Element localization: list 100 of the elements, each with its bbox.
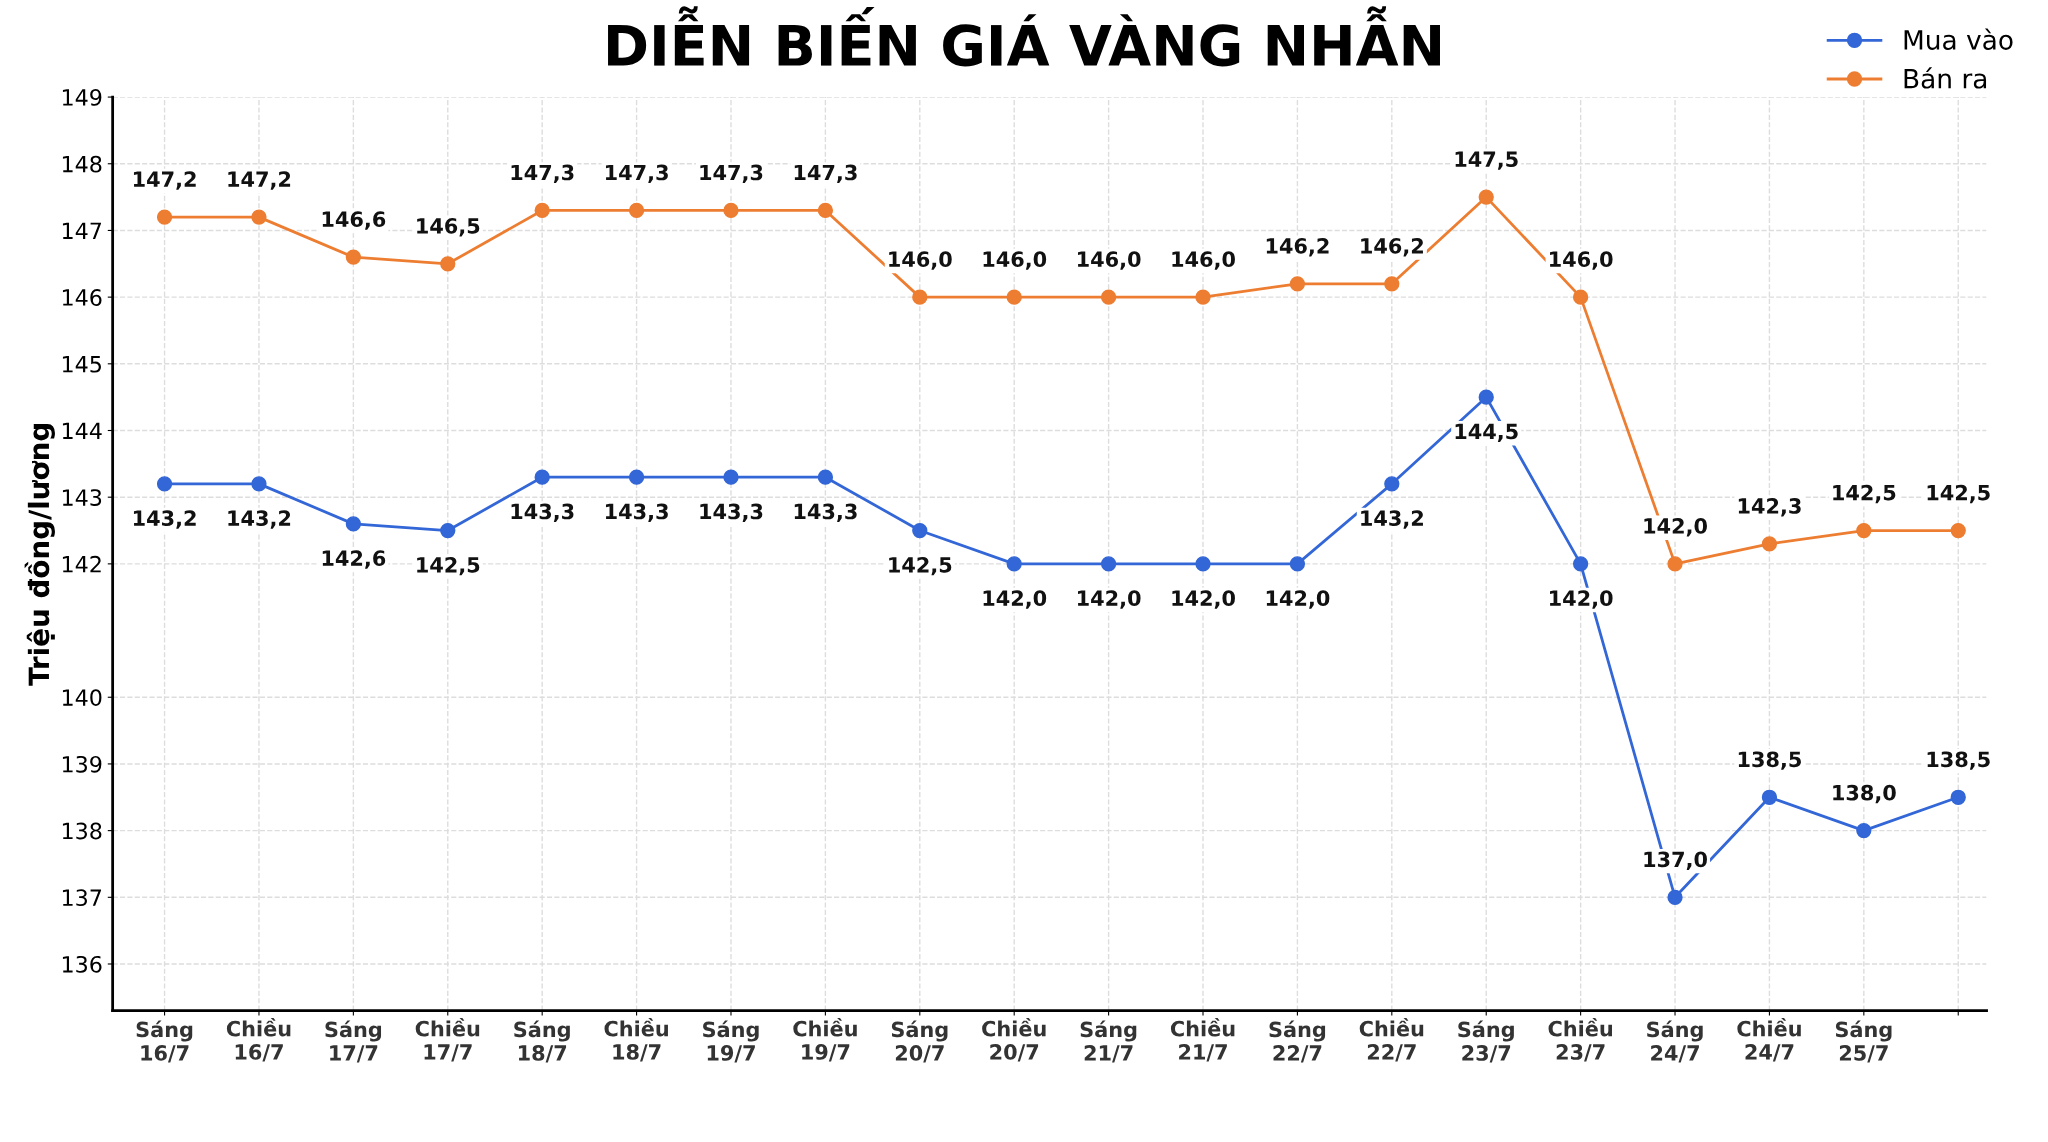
data-label: 146,0: [1172, 251, 1235, 270]
point: [1289, 556, 1306, 572]
x-tick-label: Chiều 16/7: [226, 1017, 291, 1062]
data-label: 143,2: [1361, 510, 1423, 529]
y-tick-label: 140: [62, 689, 102, 706]
point: [1572, 289, 1589, 305]
point: [1006, 556, 1022, 572]
data-label: 142,0: [1172, 590, 1235, 609]
data-label: 147,2: [228, 171, 291, 190]
data-label: 147,5: [1455, 151, 1518, 170]
data-label: 138,5: [1927, 751, 1990, 770]
data-label: 143,2: [133, 510, 196, 529]
point: [723, 469, 739, 485]
y-tick-label: 149: [62, 89, 102, 106]
x-tick-label: Chiều 17/7: [415, 1017, 480, 1062]
x-tick-label: Sáng 22/7: [1269, 1020, 1326, 1063]
data-label: 138,0: [1833, 784, 1896, 804]
data-label: 147,3: [511, 164, 574, 184]
point: [156, 209, 173, 225]
data-label: 142,0: [1644, 518, 1707, 537]
point: [1856, 822, 1872, 839]
point: [251, 476, 267, 492]
data-label: 142,3: [1738, 498, 1801, 517]
data-label: 146,5: [417, 217, 480, 237]
y-tick-label: 148: [62, 155, 102, 173]
x-tick-label: Chiều 21/7: [1170, 1017, 1235, 1062]
x-tick-label: Chiều 19/7: [793, 1017, 857, 1062]
data-label: 147,3: [700, 164, 763, 184]
y-axis-title: Triệu đồng/lương: [24, 424, 55, 686]
data-label: 142,5: [889, 556, 952, 576]
data-label: 143,3: [794, 503, 857, 522]
point: [912, 289, 928, 305]
data-label: 146,6: [322, 211, 386, 230]
point: [440, 256, 456, 272]
data-label: 147,3: [794, 164, 857, 184]
point: [817, 202, 834, 219]
x-tick-label: Sáng 25/7: [1835, 1020, 1892, 1063]
x-tick-label: Sáng 18/7: [514, 1020, 570, 1063]
data-label: 142,6: [322, 550, 386, 569]
point: [1761, 789, 1778, 805]
y-tick-label: 139: [62, 755, 102, 773]
point: [1761, 536, 1778, 552]
point: [1478, 389, 1494, 405]
x-tick-label: Chiều 22/7: [1359, 1017, 1424, 1062]
data-label: 142,5: [1927, 484, 1990, 504]
x-tick-label: Sáng 16/7: [136, 1020, 193, 1063]
point: [440, 522, 456, 539]
y-tick-label: 146: [62, 289, 102, 306]
point: [1950, 522, 1966, 539]
data-label: 147,2: [133, 171, 196, 190]
y-tick-label: 136: [62, 955, 102, 973]
x-tick-label: Chiều 23/7: [1548, 1017, 1612, 1062]
point: [1667, 889, 1683, 905]
x-tick-label: Chiều 18/7: [604, 1017, 668, 1062]
point: [1195, 289, 1211, 305]
x-tick-label: Chiều 20/7: [982, 1017, 1046, 1062]
data-label: 143,3: [605, 503, 668, 522]
point: [628, 202, 645, 219]
point: [1478, 189, 1494, 205]
x-tick-label: Sáng 20/7: [891, 1020, 948, 1063]
x-tick-label: Sáng 17/7: [325, 1020, 382, 1063]
point: [1006, 289, 1022, 305]
data-label: 142,5: [1833, 484, 1896, 504]
x-tick-label: Chiều 24/7: [1737, 1017, 1801, 1062]
data-label: 144,5: [1455, 423, 1518, 442]
point: [723, 202, 739, 219]
x-tick-label: Sáng 24/7: [1647, 1020, 1703, 1063]
data-label: 142,0: [1078, 590, 1141, 609]
data-label: 146,2: [1266, 237, 1329, 257]
data-label: 143,2: [228, 510, 291, 529]
point: [1572, 556, 1589, 572]
point: [1384, 476, 1400, 492]
data-label: 142,0: [1266, 590, 1330, 609]
point: [1856, 522, 1872, 539]
point: [534, 469, 550, 485]
point: [1289, 276, 1306, 292]
legend-label: Bán ra: [1904, 67, 1987, 89]
point: [1667, 556, 1683, 572]
x-tick-label: Sáng 21/7: [1080, 1020, 1137, 1063]
data-label: 146,2: [1361, 237, 1423, 257]
chart-title: DIỄN BIẾN GIÁ VÀNG NHẪN: [608, 6, 1440, 67]
data-label: 146,0: [983, 251, 1047, 270]
point: [1950, 789, 1966, 805]
x-tick-label: Sáng 19/7: [703, 1020, 759, 1063]
point: [1195, 556, 1211, 572]
point: [251, 209, 267, 225]
point: [156, 476, 173, 492]
data-label: 142,5: [417, 556, 480, 576]
y-tick-label: 145: [62, 356, 101, 373]
y-tick-label: 138: [62, 822, 102, 840]
data-label: 146,0: [889, 251, 952, 270]
y-tick-label: 137: [62, 889, 102, 907]
y-tick-label: 147: [62, 222, 102, 239]
data-label: 143,3: [511, 503, 574, 522]
legend-label: Mua vào: [1904, 28, 2013, 50]
data-label: 142,0: [1550, 590, 1613, 609]
data-label: 137,0: [1644, 851, 1707, 870]
y-tick-label: 144: [62, 422, 102, 439]
point: [345, 249, 362, 265]
point: [1100, 289, 1117, 305]
